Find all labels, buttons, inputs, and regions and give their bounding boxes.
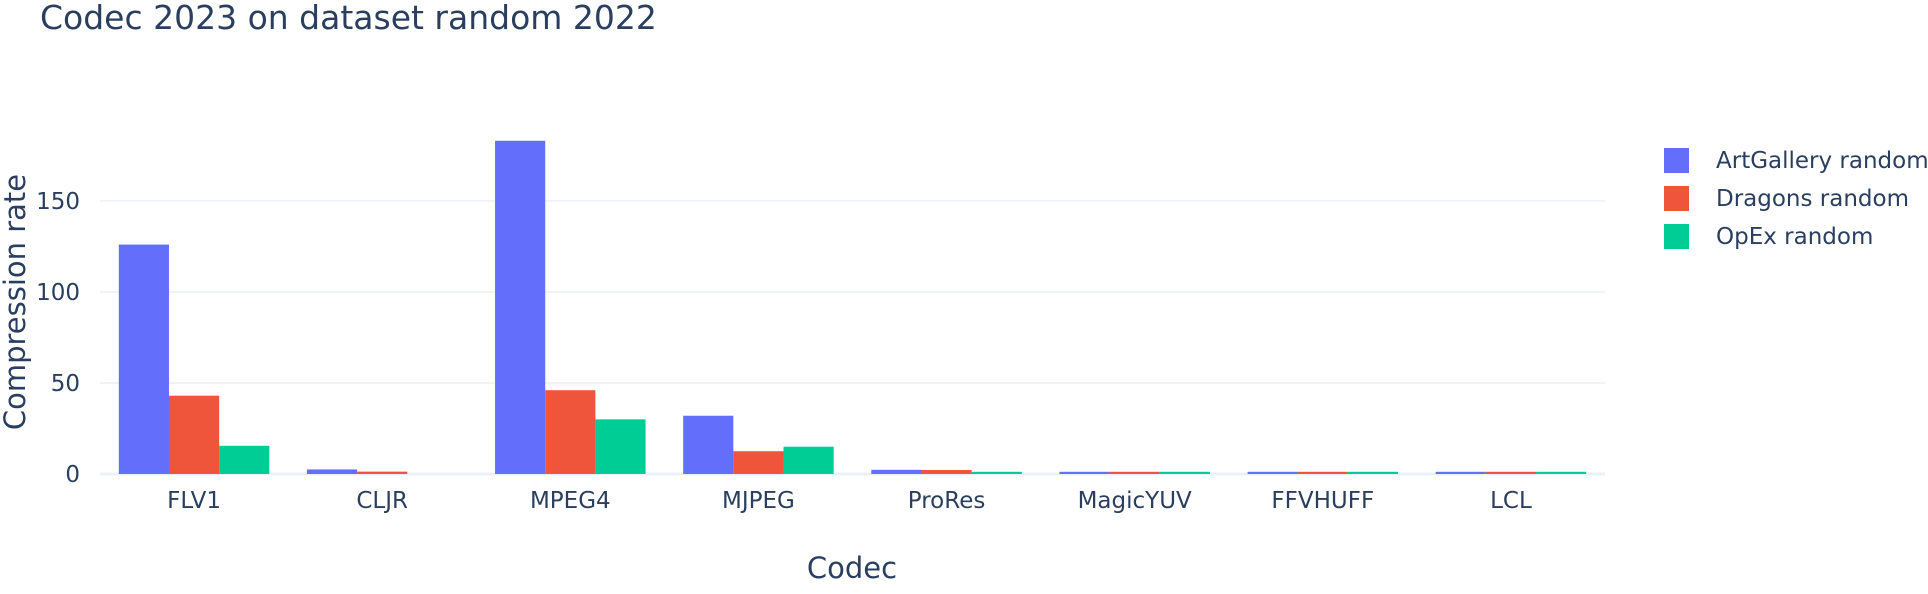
legend-item[interactable]: ArtGallery random [1664, 148, 1928, 174]
bar-CLJR-artgallery-random [306, 469, 358, 474]
legend-label: OpEx random [1716, 224, 1873, 250]
bar-MagicYUV-artgallery-random [1059, 471, 1110, 474]
bar-MJPEG-opex-random [783, 446, 834, 474]
bar-LCL-artgallery-random [1435, 471, 1486, 474]
legend-swatch [1664, 224, 1689, 249]
x-tick-label: CLJR [356, 488, 408, 514]
y-tick-label: 150 [36, 189, 80, 215]
bar-LCL-dragons-random [1485, 471, 1537, 474]
bar-LCL-opex-random [1536, 471, 1587, 474]
bar-ProRes-dragons-random [921, 469, 972, 474]
bar-CLJR-dragons-random [357, 471, 408, 474]
legend-label: ArtGallery random [1716, 148, 1928, 174]
bar-MagicYUV-dragons-random [1109, 471, 1160, 474]
legend: ArtGallery random Dragons random OpEx rand… [1664, 148, 1928, 250]
bar-MPEG4-dragons-random [545, 390, 596, 474]
legend-item[interactable]: Dragons random [1664, 186, 1909, 212]
x-axis-ticks: FLV1 CLJR MPEG4 MJPEG ProRes MagicYUV FFVHUFF L… [167, 488, 1532, 514]
y-axis-ticks: 0 50 100 150 [36, 189, 80, 488]
bar-FFVHUFF-dragons-random [1297, 471, 1348, 474]
bar-ProRes-artgallery-random [871, 469, 922, 474]
chart-title: Codec 2023 on dataset random 2022 [40, 0, 657, 37]
bar-ProRes-opex-random [971, 471, 1022, 474]
bar-MagicYUV-opex-random [1159, 471, 1210, 474]
x-tick-label: MPEG4 [530, 488, 611, 514]
legend-swatch [1664, 148, 1689, 173]
bar-MJPEG-artgallery-random [683, 415, 734, 474]
bar-MPEG4-artgallery-random [495, 140, 546, 474]
y-tick-label: 50 [51, 371, 80, 397]
bar-MPEG4-opex-random [595, 419, 646, 474]
bar-FLV1-dragons-random [168, 395, 220, 474]
x-tick-label: MJPEG [722, 488, 795, 514]
bars [118, 140, 1587, 474]
legend-item[interactable]: OpEx random [1664, 224, 1873, 250]
y-axis-title: Compression rate [0, 174, 32, 430]
x-tick-label: MagicYUV [1078, 488, 1192, 514]
bar-FLV1-opex-random [219, 445, 270, 474]
y-tick-label: 100 [36, 280, 80, 306]
x-tick-label: FFVHUFF [1271, 488, 1374, 514]
bar-FFVHUFF-opex-random [1347, 471, 1399, 474]
bar-FLV1-artgallery-random [118, 244, 169, 474]
x-tick-label: LCL [1490, 488, 1532, 514]
x-tick-label: ProRes [908, 488, 986, 514]
y-tick-label: 0 [65, 462, 80, 488]
legend-label: Dragons random [1716, 186, 1909, 212]
bar-MJPEG-dragons-random [733, 451, 784, 474]
x-tick-label: FLV1 [167, 488, 221, 514]
x-axis-title: Codec [807, 551, 897, 585]
gridlines [100, 200, 1605, 476]
legend-swatch [1664, 186, 1689, 211]
bar-FFVHUFF-artgallery-random [1247, 471, 1298, 474]
